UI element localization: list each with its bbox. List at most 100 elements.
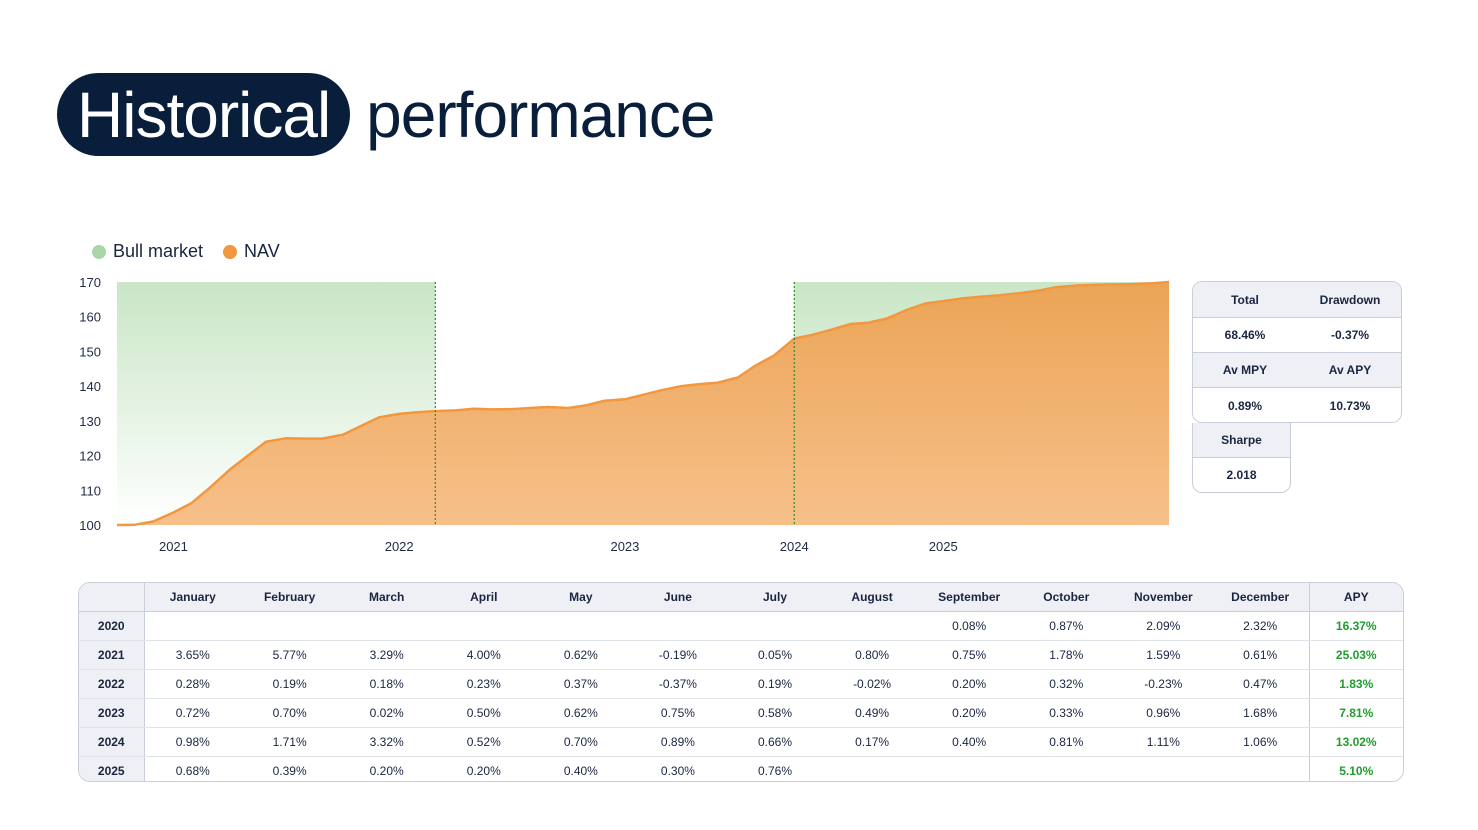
header-month: September [920,583,1018,612]
table-row: 2021 3.65% 5.77% 3.29% 4.00% 0.62% -0.19% 0.05%… [79,640,1403,670]
month-value-cell: 0.87% [1017,611,1115,641]
month-value-cell: 0.17% [823,727,921,757]
chart-legend: Bull market NAV [92,241,300,262]
header-month: July [726,583,824,612]
table-row: 2022 0.28% 0.19% 0.18% 0.23% 0.37% -0.37% 0.19%… [79,669,1403,699]
month-value-cell: 0.19% [726,669,824,699]
month-value-cell [726,611,824,641]
legend-label-bull-market: Bull market [113,241,204,261]
apy-cell: 5.10% [1308,756,1403,781]
year-cell: 2023 [79,698,145,728]
year-cell: 2022 [79,669,145,699]
sharpe-label: Sharpe [1193,423,1290,457]
month-value-cell: 0.62% [532,640,630,670]
y-tick-label: 120 [79,449,101,464]
year-cell: 2020 [79,611,145,641]
table-row: 2023 0.72% 0.70% 0.02% 0.50% 0.62% 0.75% 0.58% 0… [79,698,1403,728]
header-month: April [435,583,533,612]
x-tick-label: 2022 [385,539,414,554]
legend-item-bull-market: Bull market [92,241,203,262]
month-value-cell: 0.23% [435,669,533,699]
month-value-cell: 3.32% [338,727,436,757]
year-cell: 2024 [79,727,145,757]
month-value-cell [921,757,1018,782]
month-value-cell: 3.29% [338,640,436,670]
month-value-cell [532,611,630,641]
month-value-cell [824,757,921,782]
month-value-cell: 1.59% [1114,640,1212,670]
month-value-cell: 0.81% [1017,727,1115,757]
month-value-cell: 0.39% [272,764,307,778]
apy-cell: 7.81% [1308,698,1403,728]
month-value-cell: 0.96% [1114,698,1212,728]
x-tick-label: 2024 [780,539,809,554]
month-value-cell [338,611,436,641]
year-cell: 2021 [79,640,145,670]
drawdown-value: -0.37% [1297,317,1401,352]
sharpe-value: 2.018 [1193,457,1290,492]
month-value-cell [1018,757,1115,782]
month-value-cell: 0.80% [823,640,921,670]
month-value-cell: 0.68% [175,764,210,778]
month-value-cell: 2.09% [1114,611,1212,641]
month-value-cell: 0.28% [144,669,242,699]
month-value-cell: 0.66% [726,727,824,757]
legend-dot-bull-market [92,244,106,259]
month-value-cell [1115,757,1212,782]
month-value-cell: 0.58% [726,698,824,728]
month-value-cell: 0.47% [1211,669,1309,699]
legend-item-nav: NAV [223,241,280,262]
month-value-cell: 0.20% [369,764,404,778]
month-value-cell: 4.00% [435,640,533,670]
month-value-cell: 0.02% [338,698,436,728]
header-month: June [629,583,727,612]
month-value-cell: 2.32% [1211,611,1309,641]
month-value-cell: 0.61% [1211,640,1309,670]
apy-cell: 16.37% [1308,611,1403,641]
month-value-cell: 3.65% [144,640,242,670]
page-title: Historical performance [57,73,715,156]
y-tick-label: 140 [79,379,101,394]
month-value-cell: 0.40% [563,764,598,778]
month-value-cell: 1.68% [1211,698,1309,728]
month-value-cell: 0.89% [629,727,727,757]
month-value-cell: 5.77% [241,640,339,670]
month-value-cell [823,611,921,641]
apy-cell: 1.83% [1308,669,1403,699]
month-value-cell: 0.50% [435,698,533,728]
apy-cell: 13.02% [1308,727,1403,757]
month-value-cell: -0.02% [823,669,921,699]
month-value-cell: 1.78% [1017,640,1115,670]
avmpy-label: Av MPY [1193,352,1297,387]
month-value-cell: 0.20% [466,764,501,778]
month-value-cell: 0.62% [532,698,630,728]
title-rest: performance [366,78,715,151]
legend-dot-nav [223,244,238,259]
header-month: February [241,583,339,612]
total-value: 68.46% [1193,317,1297,352]
month-value-cell [629,611,727,641]
month-value-cell: 0.40% [920,727,1018,757]
header-corner [79,583,145,612]
y-tick-label: 130 [79,414,101,429]
header-month: December [1211,583,1309,612]
header-apy: APY [1308,583,1403,612]
month-value-cell: 0.75% [920,640,1018,670]
stats-main-box: Total Drawdown 68.46% -0.37% Av MPY Av A… [1192,281,1402,423]
header-month: October [1017,583,1115,612]
month-value-cell: 0.98% [144,727,242,757]
monthly-returns-table: January February March April May June Ju… [78,582,1404,782]
y-tick-label: 150 [79,344,101,359]
month-value-cell: 0.70% [532,727,630,757]
table-row: 2025 0.68% 0.39% 0.20% 0.20% 0.40% 0.30% 0.76% 5… [79,756,1403,782]
month-value-cell: -0.19% [629,640,727,670]
apy-cell: 25.03% [1308,640,1403,670]
drawdown-label: Drawdown [1297,282,1401,317]
month-value-cell: 0.70% [241,698,339,728]
month-value-cell: -0.37% [629,669,727,699]
year-cell: 2025 [79,756,145,781]
month-value-cell: 1.06% [1211,727,1309,757]
month-value-cell: 0.19% [241,669,339,699]
month-value-cell: 0.76% [757,764,793,778]
table-header-row: January February March April May June Ju… [79,583,1403,612]
